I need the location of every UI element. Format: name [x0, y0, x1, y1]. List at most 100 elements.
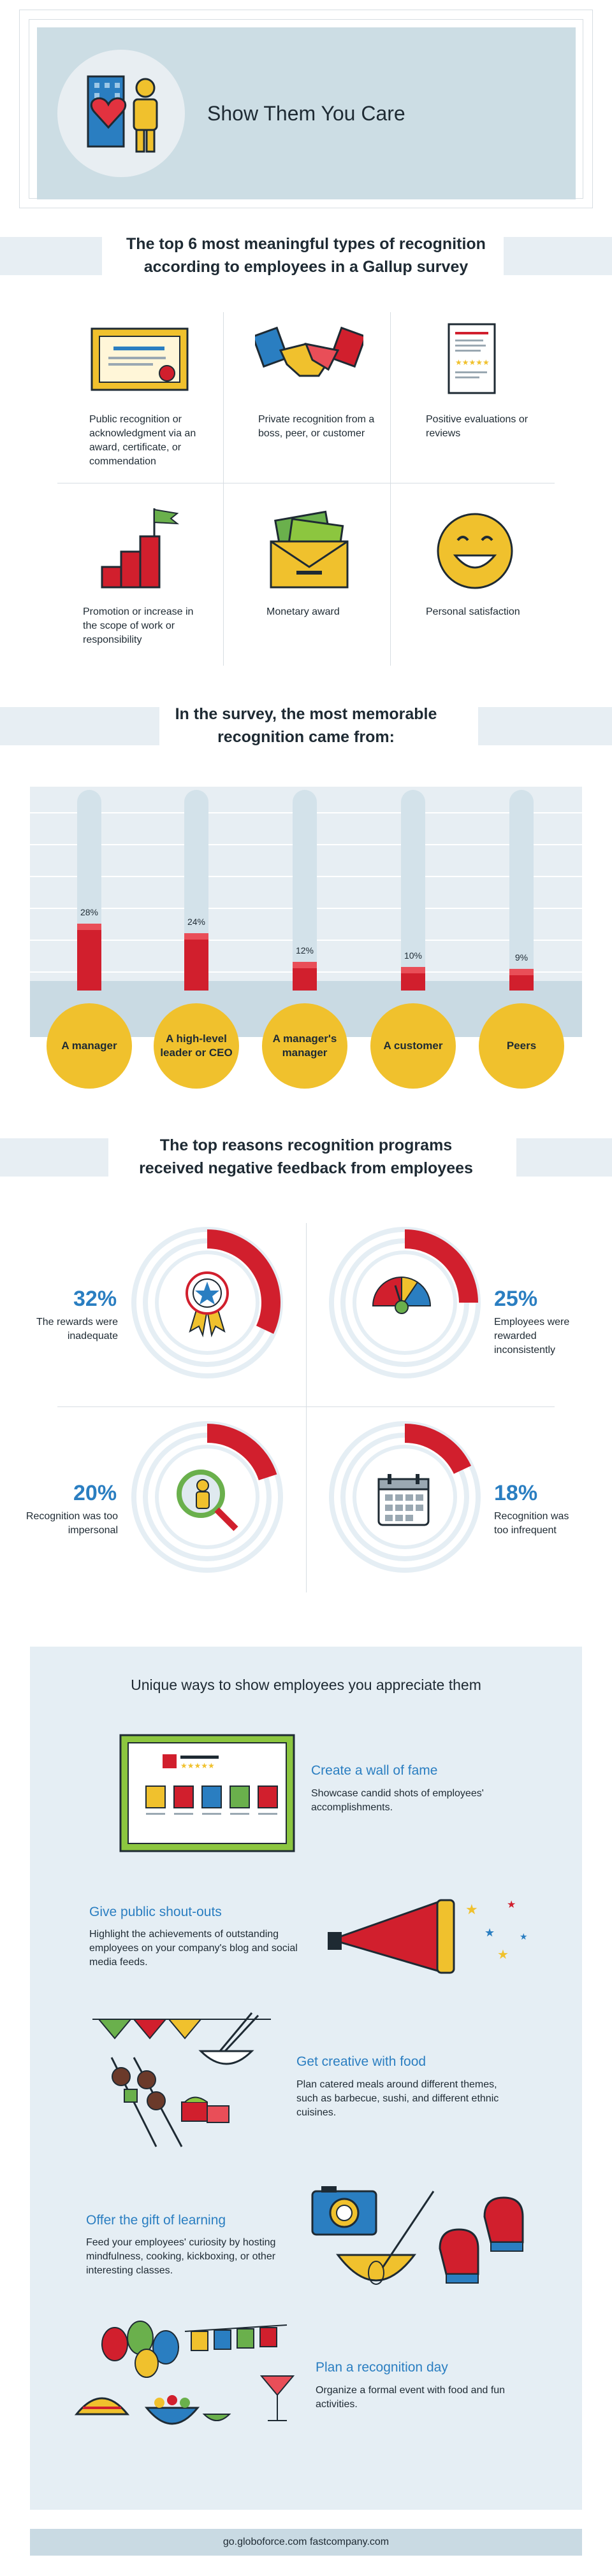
page-title: Show Them You Care [207, 102, 405, 125]
idea-heading: Offer the gift of learning [86, 2213, 226, 2228]
footer-sources: go.globoforce.com fastcompany.com [30, 2529, 582, 2556]
section3-title: The top reasons recognition programs rec… [0, 1134, 612, 1180]
bar-cap [401, 966, 425, 973]
stat-label: Recognition was too impersonal [26, 1511, 118, 1536]
smiley-icon [437, 513, 513, 589]
header-illustration [57, 50, 185, 177]
idea-text: Feed your employees' curiosity by hostin… [86, 2237, 276, 2276]
bar-cap [77, 924, 101, 930]
donut-arc [404, 1229, 478, 1303]
recognition-type-label: Public recognition or acknowledgment via… [89, 414, 196, 467]
svg-text:★: ★ [497, 1947, 509, 1962]
bar-cap [509, 969, 534, 976]
svg-text:★: ★ [465, 1902, 478, 1918]
title-band-left [0, 237, 102, 275]
section3-title-line2: received negative feedback from employee… [139, 1159, 473, 1177]
idea-heading: Give public shout-outs [89, 1905, 222, 1919]
review-document-icon: ★★★★★ [448, 323, 496, 394]
idea-text: Organize a formal event with food and fu… [316, 2385, 506, 2410]
stat-label: Employees were rewarded inconsistently [494, 1317, 570, 1356]
handshake-icon [255, 326, 363, 377]
bar-value-label: 24% [187, 917, 206, 927]
donut-chart [131, 1421, 283, 1573]
donut-track [353, 1250, 457, 1355]
svg-text:★★★★★: ★★★★★ [455, 358, 490, 367]
food-icon [92, 2012, 271, 2147]
party-icon [74, 2321, 295, 2425]
section3-title-line1: The top reasons recognition programs [159, 1136, 453, 1154]
stat-percent: 18% [494, 1481, 538, 1505]
grid-divider [306, 1223, 307, 1592]
idea-text: Highlight the achievements of outstandin… [89, 1929, 298, 1968]
category-label: A high-level leader or CEO [154, 1003, 239, 1089]
svg-text:★: ★ [484, 1926, 495, 1940]
wall-of-fame-icon: ★★★★★ [119, 1734, 295, 1852]
recognition-type-label: Monetary award [266, 606, 340, 617]
recognition-type-label: Personal satisfaction [426, 606, 520, 617]
category-label: Peers [479, 1003, 564, 1089]
bar-track [293, 790, 317, 991]
gauge-icon [372, 1276, 432, 1314]
section1-title: The top 6 most meaningful types of recog… [0, 233, 612, 278]
title-band-right [516, 1138, 612, 1177]
donut-track [155, 1445, 259, 1549]
title-band-right [504, 237, 612, 275]
bar-value-label: 9% [514, 952, 528, 963]
donut-chart [329, 1227, 481, 1378]
category-label: A manager's manager [262, 1003, 347, 1089]
stairs-flag-icon [101, 508, 180, 589]
title-band-right [478, 707, 612, 745]
idea-heading: Create a wall of fame [311, 1763, 438, 1778]
section2-title-line1: In the survey, the most memorable [175, 705, 437, 723]
title-band-left [0, 1138, 108, 1177]
bar [77, 924, 101, 991]
section2-title: In the survey, the most memorable recogn… [0, 703, 612, 748]
bar-track [401, 790, 425, 991]
recognition-type-label: Promotion or increase in the scope of wo… [83, 606, 194, 645]
svg-text:★★★★★: ★★★★★ [180, 1761, 215, 1770]
svg-text:★: ★ [507, 1898, 516, 1910]
idea-text: Showcase candid shots of employees' acco… [311, 1788, 484, 1813]
recognition-type-label: Private recognition from a boss, peer, o… [258, 414, 375, 439]
calendar-icon [377, 1474, 430, 1526]
svg-text:★: ★ [520, 1932, 528, 1942]
bar-track [509, 790, 534, 991]
bar-value-label: 28% [80, 907, 99, 917]
donut-arc [404, 1424, 472, 1475]
award-ribbon-icon [186, 1271, 229, 1338]
idea-heading: Plan a recognition day [316, 2360, 448, 2375]
category-label: A customer [370, 1003, 456, 1089]
donut-arc [207, 1229, 280, 1334]
recognition-type-label: Positive evaluations or reviews [426, 414, 528, 439]
category-label: A manager [47, 1003, 132, 1089]
heart-person-icon [87, 75, 158, 153]
grid-divider [223, 312, 224, 666]
magnifier-person-icon [177, 1470, 238, 1531]
bar-cap [293, 962, 317, 968]
certificate-icon [91, 327, 189, 391]
bar-value-label: 12% [295, 945, 314, 955]
stat-percent: 20% [73, 1481, 117, 1505]
bar-cap [184, 933, 208, 940]
section1-title-line2: according to employees in a Gallup surve… [143, 258, 469, 276]
grid-divider [57, 1406, 555, 1407]
section4-title: Unique ways to show employees you apprec… [131, 1677, 481, 1693]
donut-chart [131, 1227, 283, 1378]
bar-value-label: 10% [404, 950, 423, 961]
donut-chart [329, 1421, 481, 1573]
title-band-left [0, 707, 159, 745]
grid-divider [390, 312, 391, 666]
idea-heading: Get creative with food [296, 2054, 426, 2069]
section1-title-line1: The top 6 most meaningful types of recog… [126, 235, 486, 253]
bar [184, 933, 208, 991]
stat-percent: 25% [494, 1287, 538, 1311]
idea-text: Plan catered meals around different them… [296, 2079, 499, 2118]
stat-label: The rewards were inadequate [36, 1317, 118, 1342]
section2-title-line2: recognition came from: [217, 728, 395, 746]
donut-track [353, 1445, 457, 1549]
donut-arc [207, 1424, 277, 1481]
learning-icon [311, 2186, 524, 2285]
money-envelope-icon [270, 510, 349, 589]
header-outer-frame [19, 10, 593, 208]
donut-track [155, 1250, 259, 1355]
